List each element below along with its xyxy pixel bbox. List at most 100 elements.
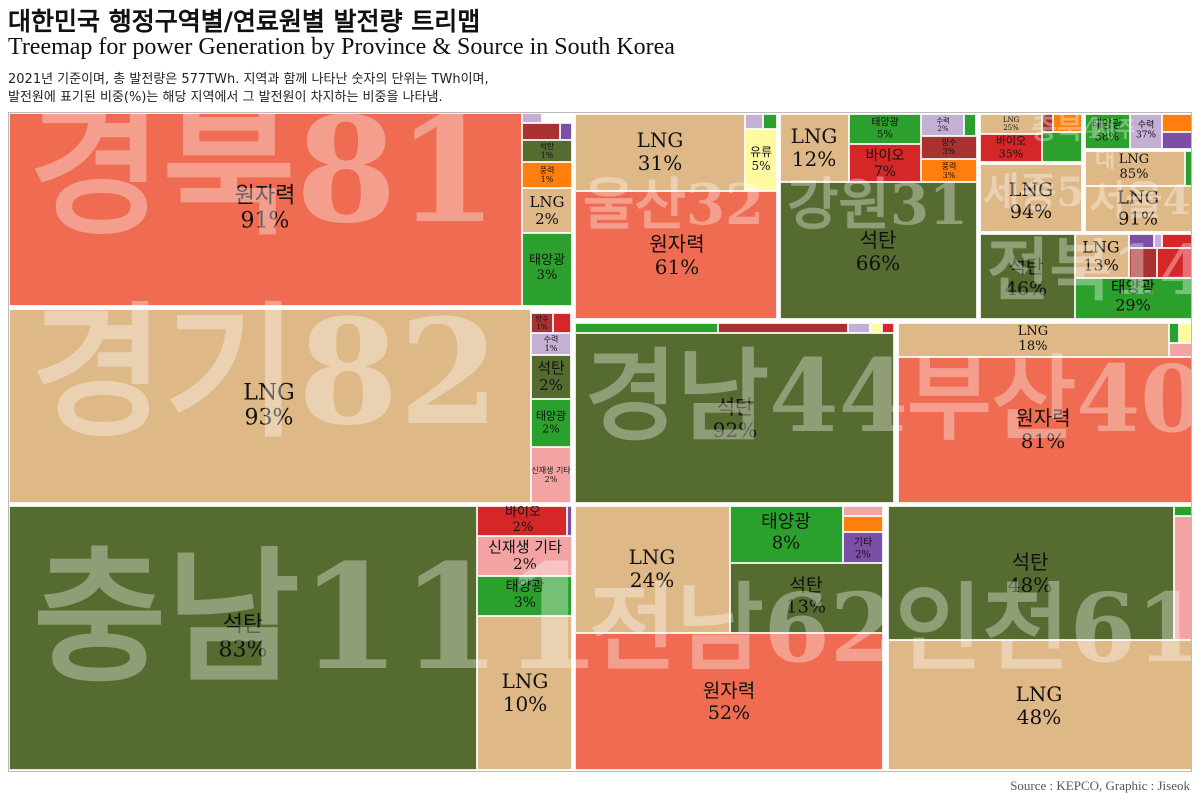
- gyeongbuk-nuclear-label-share: 91%: [240, 209, 290, 234]
- gyeonggi-lng-label-share: 93%: [244, 406, 294, 431]
- gangwon-wind-label: 풍력 3%: [942, 162, 957, 180]
- jeonbuk-lng-label: LNG 13%: [1082, 238, 1119, 276]
- chungbuk-solar-tile: [1042, 132, 1082, 162]
- busan-nuclear-label: 원자력 81%: [1015, 407, 1070, 453]
- gyeongbuk-nuclear-tile: [9, 113, 522, 306]
- daejeon-lng-label-share: 85%: [1119, 167, 1149, 182]
- jeju-small-tile: [1162, 132, 1191, 149]
- jeonnam-coal-label-share: 13%: [785, 596, 827, 617]
- chungnam-other-renew-label-share: 2%: [513, 555, 537, 573]
- gangwon-wind-tile: [921, 159, 977, 182]
- gangwon-lng-label: LNG 12%: [791, 125, 838, 171]
- jeonnam-coal-label-source: 석탄: [789, 575, 823, 597]
- jeonbuk-pumped-tile: [1129, 248, 1157, 278]
- gyeongbuk-lng-label-share: 2%: [535, 210, 559, 228]
- jeonbuk-lng-tile: [1075, 234, 1129, 278]
- daejeon-small-tile: [1185, 151, 1191, 186]
- gyeonggi-coal-label-source: 석탄: [537, 358, 565, 377]
- jeonnam-lng-label-share: 24%: [629, 568, 675, 592]
- gangwon-hydro-label: 수력 2%: [937, 117, 950, 133]
- jeonnam-solar-label-source: 태양광: [761, 511, 811, 533]
- jeonbuk-bio-tile: [1157, 248, 1191, 278]
- gyeongbuk-lng-label: LNG 2%: [529, 192, 565, 229]
- gyeongbuk-solar-label-source: 태양광: [529, 253, 565, 269]
- jeju-solar-label: 태양광 58%: [1092, 118, 1122, 143]
- gyeonggi-other-renew-label-source: 신재생 기타: [531, 465, 571, 475]
- jeonnam-other-label-share: 2%: [855, 549, 871, 560]
- gyeonggi-lng-tile: [9, 309, 531, 503]
- incheon-coal-label: 석탄 48%: [1008, 551, 1052, 597]
- chungnam-solar-tile: [477, 576, 572, 616]
- gyeonggi-other-renew-tile: [531, 447, 571, 503]
- ulsan-nuclear-label-source: 원자력: [649, 232, 705, 256]
- gangwon-hydro-tile: [921, 114, 964, 136]
- jeonnam-coal-tile: [730, 563, 883, 633]
- chart-title-english: Treemap for power Generation by Province…: [8, 34, 675, 60]
- gyeongbuk-lng-label-source: LNG: [529, 192, 565, 211]
- jeonbuk-small-tile: [1154, 234, 1162, 248]
- gyeonggi-pumped-label-source: 양수: [535, 314, 549, 323]
- chungbuk-bio-label: 바이오 35%: [996, 135, 1026, 160]
- gangwon-pumped-tile: [921, 136, 977, 159]
- gyeongbuk-coal-tile: [522, 140, 572, 162]
- gangwon-lng-label-source: LNG: [790, 124, 838, 148]
- jeonnam-other-label: 기타 2%: [854, 538, 872, 561]
- treemap-plot: 원자력 91% 석탄 1% 풍력 1% LNG 2% 태양광 3% LNG 93% 양수 1% 수력 1% 석탄…: [8, 112, 1192, 772]
- gyeongbuk-coal-label-source: 석탄: [539, 141, 555, 151]
- source-credit: Source : KEPCO, Graphic : Jiseok: [1010, 778, 1190, 793]
- chungnam-other-renew-label: 신재생 기타 2%: [488, 538, 562, 574]
- gyeongnam-pumped-tile: [718, 323, 848, 333]
- gyeonggi-coal-tile: [531, 355, 571, 399]
- gyeongbuk-nuclear-label: 원자력 91%: [235, 184, 296, 235]
- jeonnam-solar-label: 태양광 8%: [761, 512, 811, 553]
- gyeongbuk-wind-label: 풍력 1%: [540, 166, 555, 184]
- gangwon-small-tile: [964, 114, 976, 136]
- busan-nuclear-tile: [898, 357, 1191, 503]
- jeonnam-other-tile: [843, 532, 883, 563]
- ulsan-oil-tile: [745, 129, 777, 191]
- chungbuk-small-tile: [1042, 114, 1053, 132]
- jeju-hydro-tile: [1130, 114, 1162, 149]
- jeju-wind-tile: [1162, 114, 1191, 132]
- jeonnam-solar-tile: [730, 506, 843, 563]
- gangwon-pumped-label-source: 양수: [941, 137, 957, 147]
- gangwon-hydro-label-share: 2%: [937, 125, 949, 133]
- ulsan-oil-label-share: 5%: [751, 159, 771, 173]
- ulsan-oil-label: 유류 5%: [750, 145, 772, 174]
- chungnam-lng-label-source: LNG: [501, 669, 549, 693]
- jeju-hydro-label: 수력 37%: [1136, 121, 1156, 142]
- gyeongbuk-small-tile: [522, 113, 542, 123]
- gyeongbuk-wind-label-source: 풍력: [539, 165, 555, 175]
- gyeongbuk-wind-label-share: 1%: [540, 175, 554, 184]
- gangwon-lng-tile: [780, 114, 849, 182]
- region-separator: [980, 232, 1191, 234]
- ulsan-nuclear-label-share: 61%: [654, 255, 700, 279]
- gyeonggi-coal-label: 석탄 2%: [537, 358, 565, 395]
- seoul-lng-label-share: 91%: [1117, 208, 1158, 229]
- busan-lng-label-share: 18%: [1018, 339, 1048, 354]
- jeonbuk-lng-label-share: 13%: [1083, 256, 1119, 275]
- incheon-coal-label-source: 석탄: [1011, 550, 1049, 574]
- jeju-hydro-label-share: 37%: [1135, 131, 1157, 141]
- sejong-lng-label: LNG 94%: [1009, 179, 1053, 224]
- chungnam-lng-label-share: 10%: [502, 692, 548, 716]
- sejong-lng-tile: [980, 164, 1082, 232]
- busan-small-tile: [1179, 323, 1191, 343]
- jeonnam-small-tile: [843, 506, 883, 516]
- chungnam-solar-label: 태양광 3%: [506, 579, 545, 611]
- jeonnam-solar-label-share: 8%: [771, 532, 801, 553]
- gangwon-coal-label-source: 석탄: [859, 228, 897, 252]
- gyeonggi-hydro-label: 수력 1%: [544, 335, 559, 353]
- incheon-lng-tile: [888, 640, 1191, 770]
- jeju-solar-tile: [1085, 114, 1130, 149]
- region-separator: [883, 506, 888, 771]
- busan-lng-label-source: LNG: [1017, 324, 1049, 340]
- region-separator: [1082, 113, 1085, 233]
- gyeongnam-small-tile: [848, 323, 870, 333]
- gangwon-hydro-label-source: 수력: [936, 116, 950, 125]
- jeonnam-other-label-source: 기타: [853, 537, 873, 549]
- gangwon-bio-label-source: 바이오: [865, 147, 905, 164]
- jeonnam-lng-label: LNG 24%: [629, 546, 676, 592]
- chungnam-solar-label-source: 태양광: [505, 578, 545, 595]
- chungnam-lng-label: LNG 10%: [502, 670, 549, 716]
